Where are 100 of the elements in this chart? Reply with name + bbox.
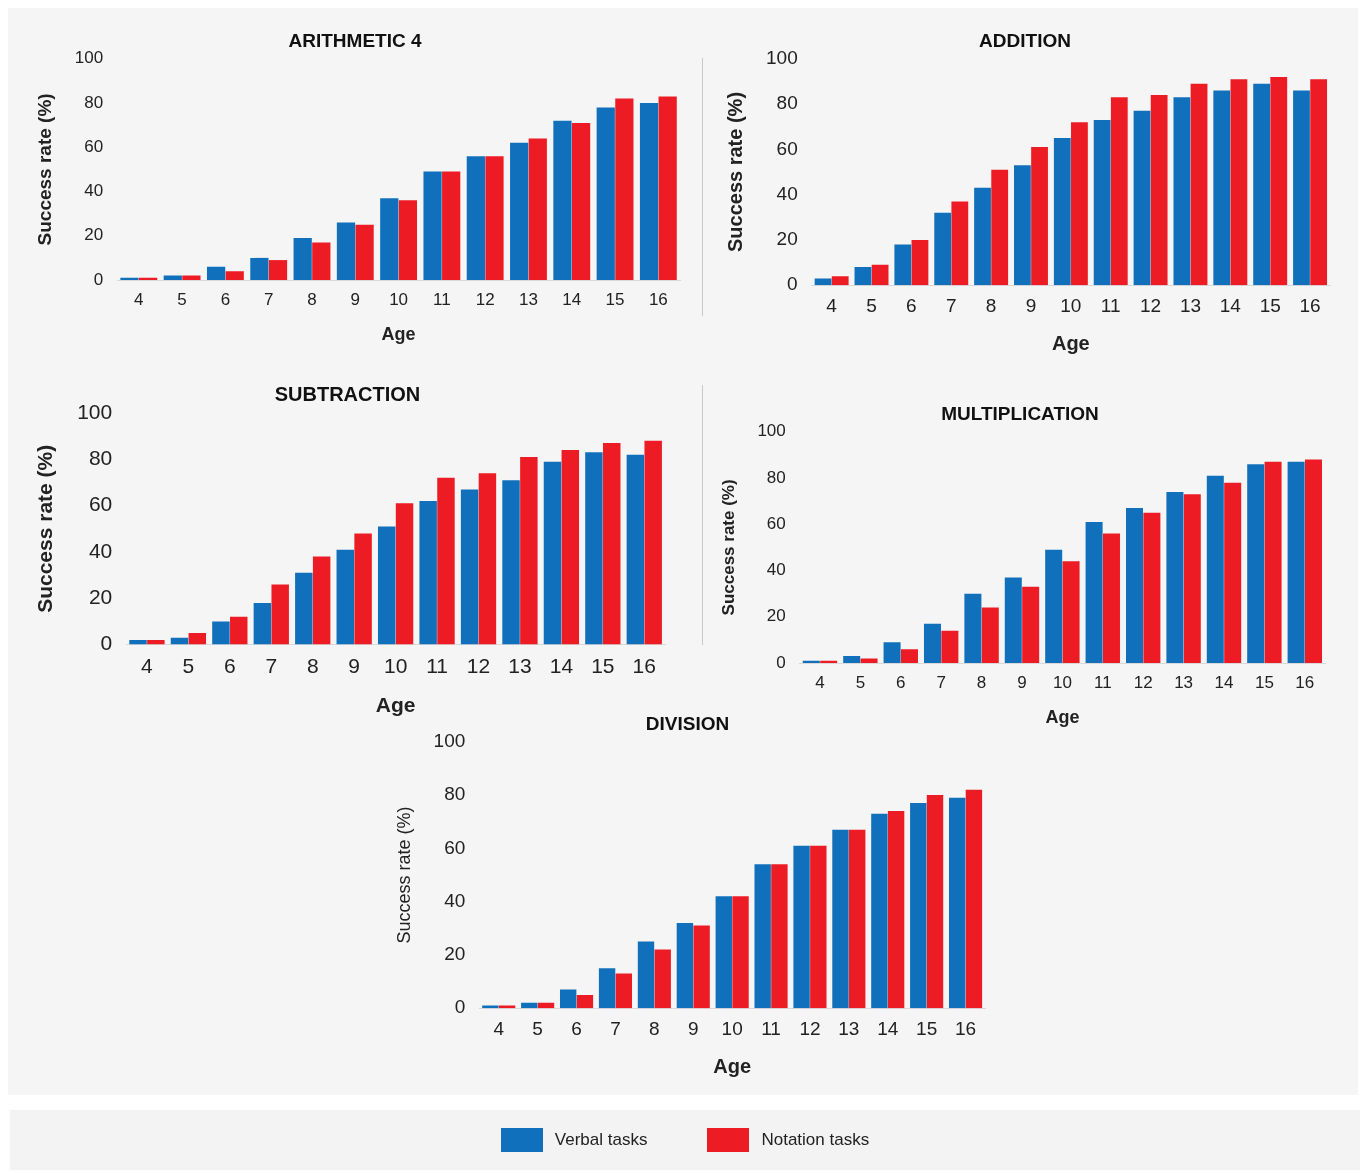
bar bbox=[1062, 561, 1080, 663]
x-tick-label: 8 bbox=[307, 289, 317, 309]
x-tick-label: 12 bbox=[799, 1017, 821, 1039]
x-tick-label: 8 bbox=[985, 294, 997, 316]
bar bbox=[437, 477, 455, 645]
bar bbox=[485, 156, 504, 280]
x-tick-label: 16 bbox=[1295, 672, 1315, 692]
y-tick-label: 60 bbox=[776, 137, 798, 159]
y-axis-title: Success rate (%) bbox=[393, 806, 414, 944]
bar bbox=[520, 457, 538, 645]
bar bbox=[1206, 475, 1224, 663]
bar bbox=[626, 454, 645, 645]
bar bbox=[1183, 494, 1201, 663]
bar bbox=[380, 198, 399, 280]
bar bbox=[1014, 165, 1031, 286]
bar bbox=[442, 171, 461, 280]
x-tick-label: 9 bbox=[687, 1017, 699, 1039]
x-tick-label: 12 bbox=[475, 289, 495, 309]
bar bbox=[268, 260, 288, 280]
y-tick-label: 100 bbox=[433, 730, 466, 752]
bar bbox=[810, 845, 827, 1009]
x-tick-label: 4 bbox=[826, 294, 838, 316]
x-tick-label: 14 bbox=[1219, 294, 1242, 316]
bar bbox=[1293, 90, 1310, 286]
x-tick-label: 14 bbox=[877, 1017, 899, 1039]
x-tick-label: 16 bbox=[1299, 294, 1321, 316]
x-tick-label: 15 bbox=[1259, 294, 1281, 316]
x-axis-title: Age bbox=[375, 693, 416, 717]
bar bbox=[596, 107, 615, 280]
bar bbox=[1264, 461, 1282, 663]
bar bbox=[1150, 95, 1168, 286]
x-tick-label: 16 bbox=[954, 1017, 977, 1039]
bar bbox=[312, 556, 331, 645]
y-tick-label: 20 bbox=[88, 585, 113, 609]
x-tick-label: 15 bbox=[605, 289, 625, 309]
chart-title: MULTIPLICATION bbox=[941, 402, 1099, 424]
bar bbox=[521, 1002, 538, 1009]
x-tick-label: 7 bbox=[936, 672, 946, 692]
bar bbox=[395, 503, 414, 645]
y-tick-label: 0 bbox=[454, 996, 466, 1018]
x-tick-label: 16 bbox=[648, 289, 668, 309]
y-tick-label: 60 bbox=[84, 136, 104, 156]
bar bbox=[923, 623, 941, 663]
x-tick-label: 13 bbox=[838, 1017, 860, 1039]
bar bbox=[576, 994, 594, 1009]
bar bbox=[225, 271, 244, 280]
x-axis-title: Age bbox=[381, 324, 416, 345]
bar bbox=[1304, 459, 1322, 663]
bar bbox=[894, 244, 912, 286]
x-tick-label: 9 bbox=[1017, 672, 1027, 692]
x-tick-label: 14 bbox=[562, 289, 582, 309]
bar bbox=[312, 242, 331, 280]
bar bbox=[1230, 79, 1248, 286]
bar bbox=[843, 656, 861, 663]
y-tick-label: 80 bbox=[88, 446, 113, 470]
y-axis-title: Success rate (%) bbox=[723, 91, 746, 253]
x-tick-label: 8 bbox=[976, 672, 987, 692]
bar bbox=[871, 264, 889, 286]
bar bbox=[1173, 97, 1191, 286]
x-tick-label: 4 bbox=[493, 1017, 505, 1039]
x-tick-label: 10 bbox=[721, 1017, 743, 1039]
bar bbox=[676, 922, 694, 1009]
bar bbox=[336, 222, 356, 280]
x-tick-label: 11 bbox=[433, 289, 451, 309]
x-tick-label: 16 bbox=[632, 654, 656, 677]
bar bbox=[814, 278, 832, 286]
bar bbox=[528, 138, 547, 280]
y-tick-label: 60 bbox=[766, 513, 786, 533]
bar bbox=[911, 239, 929, 286]
chart-title: ADDITION bbox=[979, 29, 1071, 51]
bar bbox=[965, 789, 983, 1009]
bar bbox=[637, 941, 655, 1009]
bar bbox=[871, 813, 888, 1009]
bar bbox=[188, 633, 207, 645]
y-tick-label: 80 bbox=[766, 467, 786, 487]
bar bbox=[355, 224, 374, 280]
y-tick-label: 100 bbox=[74, 48, 104, 68]
x-tick-label: 14 bbox=[549, 654, 574, 677]
bar bbox=[1190, 83, 1208, 286]
bar bbox=[1247, 464, 1265, 663]
x-tick-label: 6 bbox=[571, 1017, 582, 1039]
x-tick-label: 6 bbox=[896, 672, 906, 692]
bar bbox=[250, 257, 269, 280]
x-tick-label: 5 bbox=[182, 654, 195, 677]
y-tick-label: 0 bbox=[776, 652, 786, 672]
y-tick-label: 80 bbox=[776, 92, 798, 114]
legend-label: Notation tasks bbox=[761, 1130, 870, 1150]
bar bbox=[849, 829, 866, 1009]
bar bbox=[934, 212, 952, 286]
x-axis-title: Age bbox=[1045, 707, 1080, 728]
bar bbox=[561, 450, 580, 645]
bar bbox=[860, 658, 878, 663]
bar bbox=[910, 803, 927, 1009]
x-tick-label: 5 bbox=[866, 294, 877, 316]
bar bbox=[693, 925, 710, 1009]
bar bbox=[793, 845, 810, 1009]
bar bbox=[948, 797, 966, 1009]
bar bbox=[230, 616, 248, 645]
y-tick-label: 100 bbox=[766, 47, 798, 69]
y-tick-label: 60 bbox=[88, 492, 113, 516]
